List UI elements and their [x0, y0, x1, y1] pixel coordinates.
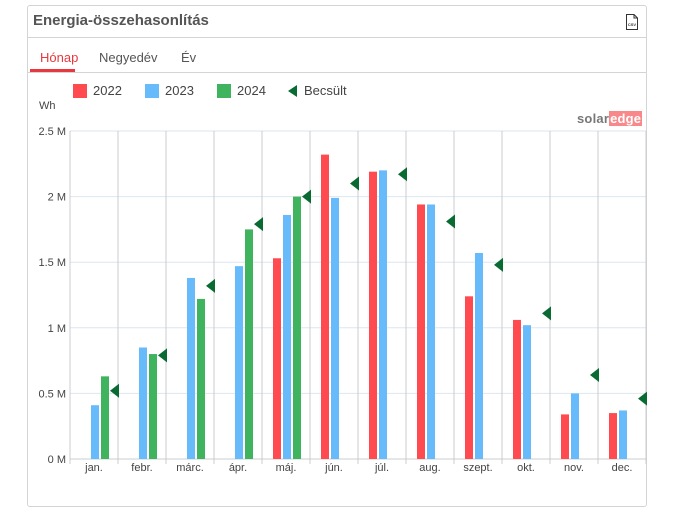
legend-swatch: [217, 83, 231, 98]
tab-month[interactable]: Hónap: [40, 50, 79, 65]
bar-2022: [369, 171, 377, 459]
x-tick-label: nov.: [564, 462, 584, 474]
csv-file-icon[interactable]: CSV: [626, 14, 638, 30]
estimate-marker: [206, 278, 215, 293]
legend-2022[interactable]: 2022: [73, 83, 122, 98]
x-tick-label: okt.: [517, 462, 535, 474]
bar-2024: [293, 196, 301, 459]
legend-swatch: [145, 83, 159, 98]
estimate-marker: [302, 189, 311, 204]
legend-swatch: [73, 83, 87, 98]
x-tick-label: jan.: [84, 462, 103, 474]
bar-2023: [523, 325, 531, 459]
x-tick-label: aug.: [419, 462, 440, 474]
bar-2023: [187, 277, 195, 459]
legend-estimated[interactable]: Becsült: [288, 83, 347, 98]
estimate-marker: [254, 217, 263, 232]
bar-2022: [561, 414, 569, 459]
x-tick-label: szept.: [463, 462, 492, 474]
tab-year[interactable]: Év: [181, 50, 197, 65]
period-tabs: Hónap Negyedév Év: [28, 38, 646, 73]
bar-2023: [379, 170, 387, 460]
bar-2024: [245, 229, 253, 459]
x-tick-label: febr.: [131, 462, 152, 474]
x-tick-label: dec.: [612, 462, 633, 474]
bar-2023: [283, 214, 291, 459]
bar-2024: [149, 354, 157, 459]
bar-2023: [331, 197, 339, 460]
active-tab-indicator: [30, 69, 75, 72]
bar-chart: 0 M 0.5 M 1 M 1.5 M 2 M 2.5 M jan. febr. márc. áp…: [38, 126, 647, 474]
estimate-marker: [494, 257, 503, 272]
estimate-marker: [110, 383, 119, 398]
bar-2023: [571, 393, 579, 459]
estimate-marker: [398, 167, 407, 182]
estimate-marker: [158, 348, 167, 363]
svg-text:CSV: CSV: [628, 22, 637, 27]
bar-2023: [619, 410, 627, 459]
y-tick-label: 2 M: [48, 192, 66, 204]
bar-2023: [427, 204, 435, 459]
x-tick-label: jún.: [324, 462, 343, 474]
bar-2022: [513, 319, 521, 459]
bar-2024: [197, 298, 205, 459]
estimate-marker: [350, 176, 359, 191]
x-tick-label: máj.: [276, 462, 297, 474]
legend-label: 2024: [237, 83, 266, 98]
y-tick-label: 1.5 M: [38, 257, 66, 269]
bar-2022: [417, 204, 425, 459]
bar-2022: [321, 154, 329, 459]
bar-2023: [475, 253, 483, 459]
y-tick-label: 2.5 M: [38, 126, 66, 138]
y-tick-label: 0.5 M: [38, 388, 66, 400]
legend-label: 2022: [93, 83, 122, 98]
bar-2023: [235, 266, 243, 459]
bar-2024: [101, 376, 109, 459]
legend-2023[interactable]: 2023: [145, 83, 194, 98]
y-tick-label: 0 M: [48, 454, 66, 466]
x-tick-label: márc.: [176, 462, 204, 474]
estimate-marker: [542, 306, 551, 321]
bar-2022: [273, 258, 281, 459]
estimate-marker: [638, 391, 647, 406]
legend-2024[interactable]: 2024: [217, 83, 266, 98]
bar-2022: [465, 296, 473, 459]
estimate-marker: [446, 214, 455, 229]
card-title: Energia-összehasonlítás: [33, 12, 209, 29]
triangle-left-icon: [288, 84, 297, 97]
tab-quarter[interactable]: Negyedév: [99, 50, 158, 65]
bar-2023: [91, 405, 99, 459]
estimate-marker: [590, 368, 599, 383]
bar-2022: [609, 413, 617, 459]
x-tick-label: júl.: [374, 462, 389, 474]
y-axis-unit: Wh: [39, 100, 56, 112]
legend-label: Becsült: [304, 83, 347, 98]
legend-label: 2023: [165, 83, 194, 98]
bar-2023: [139, 347, 147, 459]
y-tick-label: 1 M: [48, 323, 66, 335]
solaredge-logo: solaredge: [577, 111, 643, 126]
x-tick-label: ápr.: [229, 462, 247, 474]
